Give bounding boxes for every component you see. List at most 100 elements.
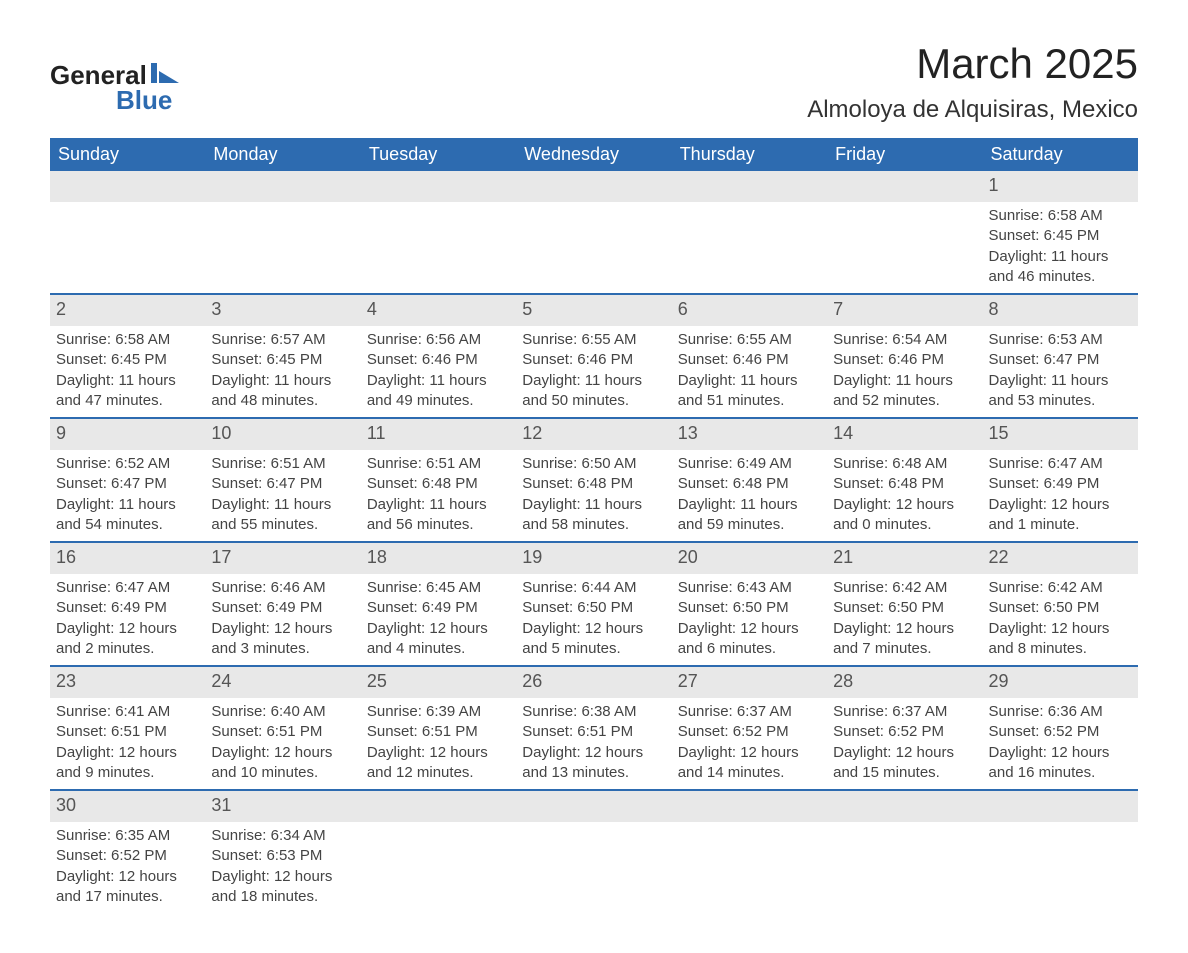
day-info-cell: Sunrise: 6:45 AMSunset: 6:49 PMDaylight:…	[361, 574, 516, 666]
sunset-text: Sunset: 6:49 PM	[367, 598, 510, 618]
sunset-text: Sunset: 6:48 PM	[367, 474, 510, 494]
day-number-cell	[50, 171, 205, 202]
day-info-cell: Sunrise: 6:58 AMSunset: 6:45 PMDaylight:…	[983, 202, 1138, 294]
sunrise-text: Sunrise: 6:41 AM	[56, 702, 199, 722]
calendar-daynum-row: 1	[50, 171, 1138, 202]
daylight-text: Daylight: 12 hours and 10 minutes.	[211, 743, 354, 784]
day-number-cell: 18	[361, 542, 516, 574]
day-number-cell: 28	[827, 666, 982, 698]
sunset-text: Sunset: 6:50 PM	[522, 598, 665, 618]
page-title: March 2025	[807, 40, 1138, 88]
sunset-text: Sunset: 6:50 PM	[833, 598, 976, 618]
sunrise-text: Sunrise: 6:57 AM	[211, 330, 354, 350]
day-info-cell	[50, 202, 205, 294]
day-number-cell: 11	[361, 418, 516, 450]
sunset-text: Sunset: 6:49 PM	[56, 598, 199, 618]
day-number-cell: 4	[361, 294, 516, 326]
calendar-daynum-row: 9101112131415	[50, 418, 1138, 450]
day-info-cell: Sunrise: 6:58 AMSunset: 6:45 PMDaylight:…	[50, 326, 205, 418]
sunrise-text: Sunrise: 6:47 AM	[56, 578, 199, 598]
daylight-text: Daylight: 11 hours and 58 minutes.	[522, 495, 665, 536]
day-info-cell: Sunrise: 6:36 AMSunset: 6:52 PMDaylight:…	[983, 698, 1138, 790]
day-info-cell: Sunrise: 6:37 AMSunset: 6:52 PMDaylight:…	[827, 698, 982, 790]
daylight-text: Daylight: 12 hours and 0 minutes.	[833, 495, 976, 536]
daylight-text: Daylight: 11 hours and 46 minutes.	[989, 247, 1132, 288]
day-number-cell: 14	[827, 418, 982, 450]
day-info-cell	[827, 822, 982, 913]
sunset-text: Sunset: 6:47 PM	[56, 474, 199, 494]
day-number-cell: 27	[672, 666, 827, 698]
daylight-text: Daylight: 12 hours and 6 minutes.	[678, 619, 821, 660]
day-number-cell	[672, 790, 827, 822]
calendar-info-row: Sunrise: 6:58 AMSunset: 6:45 PMDaylight:…	[50, 326, 1138, 418]
sunrise-text: Sunrise: 6:34 AM	[211, 826, 354, 846]
col-friday: Friday	[827, 138, 982, 171]
col-tuesday: Tuesday	[361, 138, 516, 171]
day-number-cell: 19	[516, 542, 671, 574]
sunrise-text: Sunrise: 6:42 AM	[989, 578, 1132, 598]
col-monday: Monday	[205, 138, 360, 171]
sunrise-text: Sunrise: 6:53 AM	[989, 330, 1132, 350]
day-number-cell	[983, 790, 1138, 822]
day-info-cell	[516, 822, 671, 913]
day-number-cell: 6	[672, 294, 827, 326]
sunset-text: Sunset: 6:50 PM	[989, 598, 1132, 618]
day-info-cell	[983, 822, 1138, 913]
day-number-cell: 9	[50, 418, 205, 450]
sunrise-text: Sunrise: 6:36 AM	[989, 702, 1132, 722]
daylight-text: Daylight: 12 hours and 17 minutes.	[56, 867, 199, 908]
sunrise-text: Sunrise: 6:55 AM	[522, 330, 665, 350]
daylight-text: Daylight: 12 hours and 15 minutes.	[833, 743, 976, 784]
sunset-text: Sunset: 6:47 PM	[989, 350, 1132, 370]
col-thursday: Thursday	[672, 138, 827, 171]
day-info-cell: Sunrise: 6:53 AMSunset: 6:47 PMDaylight:…	[983, 326, 1138, 418]
sunset-text: Sunset: 6:48 PM	[522, 474, 665, 494]
daylight-text: Daylight: 11 hours and 49 minutes.	[367, 371, 510, 412]
sunrise-text: Sunrise: 6:37 AM	[833, 702, 976, 722]
daylight-text: Daylight: 12 hours and 4 minutes.	[367, 619, 510, 660]
sunset-text: Sunset: 6:50 PM	[678, 598, 821, 618]
day-number-cell: 23	[50, 666, 205, 698]
sunrise-text: Sunrise: 6:48 AM	[833, 454, 976, 474]
sunrise-text: Sunrise: 6:47 AM	[989, 454, 1132, 474]
day-info-cell: Sunrise: 6:37 AMSunset: 6:52 PMDaylight:…	[672, 698, 827, 790]
day-info-cell: Sunrise: 6:50 AMSunset: 6:48 PMDaylight:…	[516, 450, 671, 542]
sunset-text: Sunset: 6:52 PM	[989, 722, 1132, 742]
sunrise-text: Sunrise: 6:52 AM	[56, 454, 199, 474]
day-info-cell: Sunrise: 6:57 AMSunset: 6:45 PMDaylight:…	[205, 326, 360, 418]
calendar-table: Sunday Monday Tuesday Wednesday Thursday…	[50, 138, 1138, 913]
sunset-text: Sunset: 6:53 PM	[211, 846, 354, 866]
day-info-cell: Sunrise: 6:42 AMSunset: 6:50 PMDaylight:…	[983, 574, 1138, 666]
daylight-text: Daylight: 11 hours and 52 minutes.	[833, 371, 976, 412]
daylight-text: Daylight: 12 hours and 5 minutes.	[522, 619, 665, 660]
daylight-text: Daylight: 11 hours and 48 minutes.	[211, 371, 354, 412]
day-info-cell: Sunrise: 6:56 AMSunset: 6:46 PMDaylight:…	[361, 326, 516, 418]
daylight-text: Daylight: 11 hours and 53 minutes.	[989, 371, 1132, 412]
day-number-cell: 24	[205, 666, 360, 698]
day-info-cell	[672, 202, 827, 294]
title-block: March 2025 Almoloya de Alquisiras, Mexic…	[807, 40, 1138, 124]
sunset-text: Sunset: 6:46 PM	[367, 350, 510, 370]
daylight-text: Daylight: 12 hours and 9 minutes.	[56, 743, 199, 784]
sunset-text: Sunset: 6:51 PM	[367, 722, 510, 742]
daylight-text: Daylight: 11 hours and 54 minutes.	[56, 495, 199, 536]
sunrise-text: Sunrise: 6:43 AM	[678, 578, 821, 598]
day-info-cell: Sunrise: 6:40 AMSunset: 6:51 PMDaylight:…	[205, 698, 360, 790]
daylight-text: Daylight: 12 hours and 14 minutes.	[678, 743, 821, 784]
day-info-cell: Sunrise: 6:47 AMSunset: 6:49 PMDaylight:…	[50, 574, 205, 666]
day-number-cell: 26	[516, 666, 671, 698]
sunset-text: Sunset: 6:51 PM	[211, 722, 354, 742]
day-info-cell	[361, 822, 516, 913]
day-info-cell: Sunrise: 6:51 AMSunset: 6:48 PMDaylight:…	[361, 450, 516, 542]
sunset-text: Sunset: 6:51 PM	[522, 722, 665, 742]
day-info-cell: Sunrise: 6:44 AMSunset: 6:50 PMDaylight:…	[516, 574, 671, 666]
day-info-cell	[205, 202, 360, 294]
day-info-cell: Sunrise: 6:55 AMSunset: 6:46 PMDaylight:…	[516, 326, 671, 418]
sunrise-text: Sunrise: 6:49 AM	[678, 454, 821, 474]
sunset-text: Sunset: 6:49 PM	[989, 474, 1132, 494]
day-info-cell: Sunrise: 6:38 AMSunset: 6:51 PMDaylight:…	[516, 698, 671, 790]
daylight-text: Daylight: 12 hours and 7 minutes.	[833, 619, 976, 660]
sunrise-text: Sunrise: 6:37 AM	[678, 702, 821, 722]
sunrise-text: Sunrise: 6:39 AM	[367, 702, 510, 722]
sunset-text: Sunset: 6:52 PM	[833, 722, 976, 742]
